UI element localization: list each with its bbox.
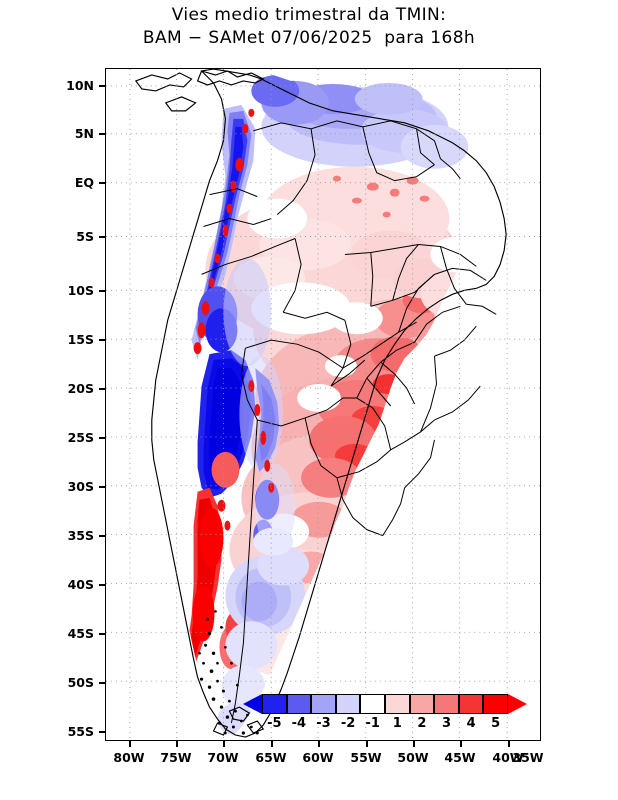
colorbar-tick--5: -5 bbox=[267, 716, 282, 731]
map-gridlines bbox=[106, 69, 540, 740]
x-axis-label-60W: 60W bbox=[302, 750, 334, 765]
colorbar-tick-3: 3 bbox=[441, 716, 452, 731]
y-tick bbox=[99, 182, 105, 184]
y-tick bbox=[99, 535, 105, 537]
y-tick bbox=[99, 339, 105, 341]
x-tick bbox=[318, 741, 320, 747]
colorbar-band-3 bbox=[335, 694, 361, 714]
y-axis-label-25S: 25S bbox=[67, 430, 94, 445]
x-tick bbox=[508, 741, 510, 747]
y-tick bbox=[99, 584, 105, 586]
colorbar-band-1 bbox=[286, 694, 312, 714]
y-axis-label-45S: 45S bbox=[67, 626, 94, 641]
y-axis-label-40S: 40S bbox=[67, 577, 94, 592]
y-axis-label-5N: 5N bbox=[74, 126, 94, 141]
y-tick bbox=[99, 236, 105, 238]
y-axis-label-EQ: EQ bbox=[74, 175, 94, 190]
y-axis-label-10S: 10S bbox=[67, 283, 94, 298]
colorbar-tick-2: 2 bbox=[417, 716, 427, 731]
colorbar-band-4 bbox=[360, 694, 385, 714]
y-tick bbox=[99, 388, 105, 390]
colorbar-band-6 bbox=[409, 694, 435, 714]
colorbar-tick--1: -1 bbox=[365, 716, 380, 731]
y-tick bbox=[99, 437, 105, 439]
x-tick bbox=[129, 741, 131, 747]
y-tick bbox=[99, 133, 105, 135]
x-axis-label-55W: 55W bbox=[350, 750, 382, 765]
y-axis-label-50S: 50S bbox=[67, 675, 94, 690]
y-axis-label-10N: 10N bbox=[66, 78, 94, 93]
y-tick bbox=[99, 633, 105, 635]
y-tick bbox=[99, 486, 105, 488]
colorbar-band-0 bbox=[262, 694, 287, 714]
colorbar-tick-4: 4 bbox=[466, 716, 476, 731]
colorbar-high-arrow bbox=[508, 694, 527, 714]
country-borders bbox=[201, 120, 497, 724]
y-axis-label-15S: 15S bbox=[67, 332, 94, 347]
y-axis-label-20S: 20S bbox=[67, 381, 94, 396]
fjord-stipple bbox=[198, 610, 259, 735]
colorbar-tick--4: -4 bbox=[291, 716, 307, 731]
colorbar-tick--3: -3 bbox=[316, 716, 331, 731]
y-tick bbox=[99, 731, 105, 733]
y-tick bbox=[99, 290, 105, 292]
x-axis-label-75W: 75W bbox=[160, 750, 192, 765]
y-tick bbox=[99, 682, 105, 684]
y-axis-label-5S: 5S bbox=[76, 229, 94, 244]
coastline bbox=[134, 69, 507, 738]
y-axis-label-55S: 55S bbox=[67, 724, 94, 739]
x-axis-label-40W: 40W bbox=[492, 750, 524, 765]
colorbar-tick-5: 5 bbox=[491, 716, 501, 731]
x-axis-label-65W: 65W bbox=[255, 750, 287, 765]
bias-heatmap bbox=[106, 69, 540, 740]
x-axis-label-35W: 35W bbox=[512, 750, 544, 765]
x-tick bbox=[271, 741, 273, 747]
x-tick bbox=[176, 741, 178, 747]
chart-title-line1: Vies medio trimestral da TMIN: bbox=[171, 5, 447, 25]
colorbar-band-2 bbox=[311, 694, 336, 714]
x-tick bbox=[460, 741, 462, 747]
x-tick bbox=[223, 741, 225, 747]
colorbar: -5 -4 -3 -2 -1 1 2 3 4 5 bbox=[243, 694, 527, 731]
map-plot-area bbox=[105, 68, 541, 741]
x-tick bbox=[413, 741, 415, 747]
colorbar-band-9 bbox=[483, 694, 508, 714]
chart-title-line2: BAM − SAMet 07/06/2025 para 168h bbox=[142, 28, 476, 48]
colorbar-band-8 bbox=[458, 694, 484, 714]
colorbar-tick--2: -2 bbox=[340, 716, 356, 731]
x-tick bbox=[366, 741, 368, 747]
x-axis-label-80W: 80W bbox=[113, 750, 145, 765]
colorbar-band-5 bbox=[385, 694, 410, 714]
y-tick bbox=[99, 85, 105, 87]
x-axis-label-50W: 50W bbox=[397, 750, 429, 765]
cold-bias-north bbox=[251, 74, 469, 169]
colorbar-band-7 bbox=[434, 694, 459, 714]
x-axis-label-70W: 70W bbox=[207, 750, 239, 765]
colorbar-low-arrow bbox=[243, 694, 262, 714]
y-axis-label-30S: 30S bbox=[67, 479, 94, 494]
warm-speckle-amazon bbox=[332, 175, 430, 218]
y-axis-label-35S: 35S bbox=[67, 528, 94, 543]
x-axis-label-45W: 45W bbox=[444, 750, 476, 765]
colorbar-tick-1: 1 bbox=[392, 716, 402, 731]
